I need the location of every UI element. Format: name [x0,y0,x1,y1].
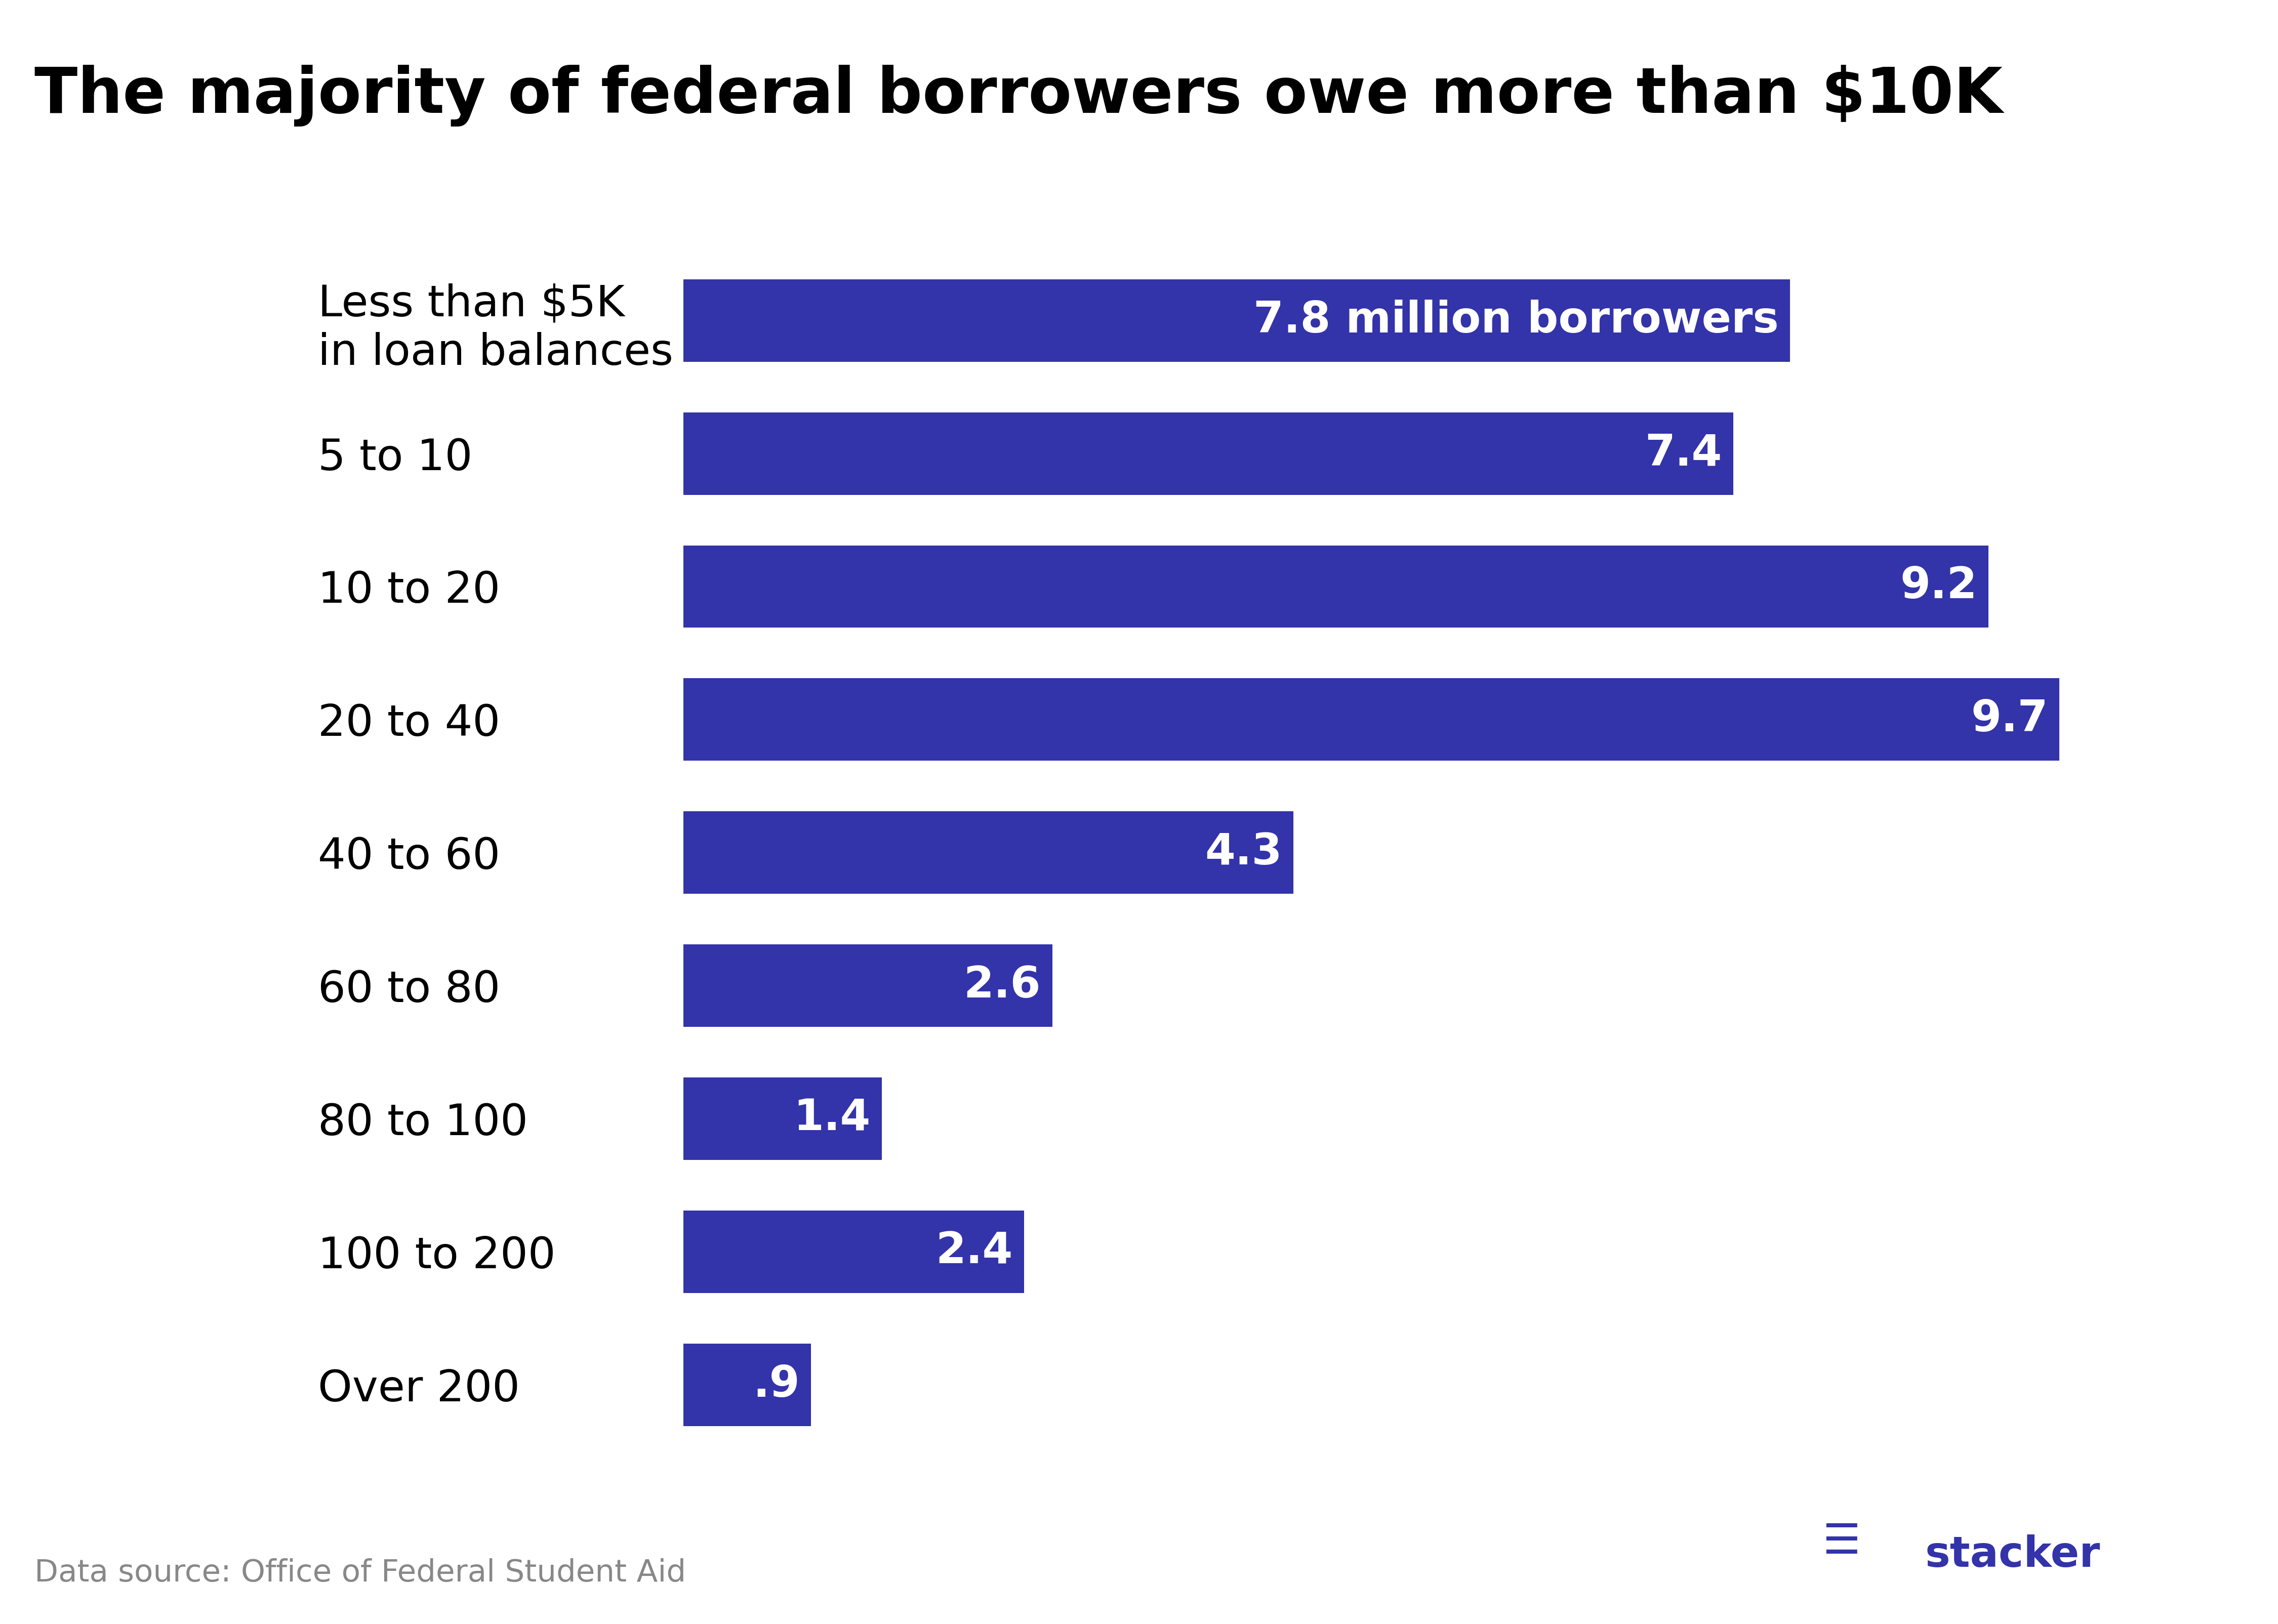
Text: 9.7: 9.7 [1970,698,2048,741]
Text: 4.3: 4.3 [1205,831,1283,874]
Text: 9.2: 9.2 [1900,565,1977,607]
Bar [683,1077,882,1160]
Text: ☰: ☰ [1822,1522,1861,1562]
Text: 7.8 million borrowers: 7.8 million borrowers [1253,299,1779,341]
Bar [683,279,1791,362]
Bar [683,546,1989,628]
Text: The majority of federal borrowers owe more than $10K: The majority of federal borrowers owe mo… [34,65,2002,127]
Text: 7.4: 7.4 [1645,432,1722,474]
Text: 2.4: 2.4 [936,1231,1011,1273]
Bar [683,1210,1023,1293]
Text: stacker: stacker [1925,1535,2100,1575]
Bar [683,679,2059,760]
Bar [683,1343,811,1426]
Text: .9: .9 [752,1364,800,1406]
Bar [683,412,1734,495]
Bar [683,812,1294,893]
Text: 1.4: 1.4 [793,1098,870,1140]
Bar [683,945,1052,1026]
Text: Data source: Office of Federal Student Aid: Data source: Office of Federal Student A… [34,1559,686,1588]
Text: 2.6: 2.6 [964,965,1041,1007]
